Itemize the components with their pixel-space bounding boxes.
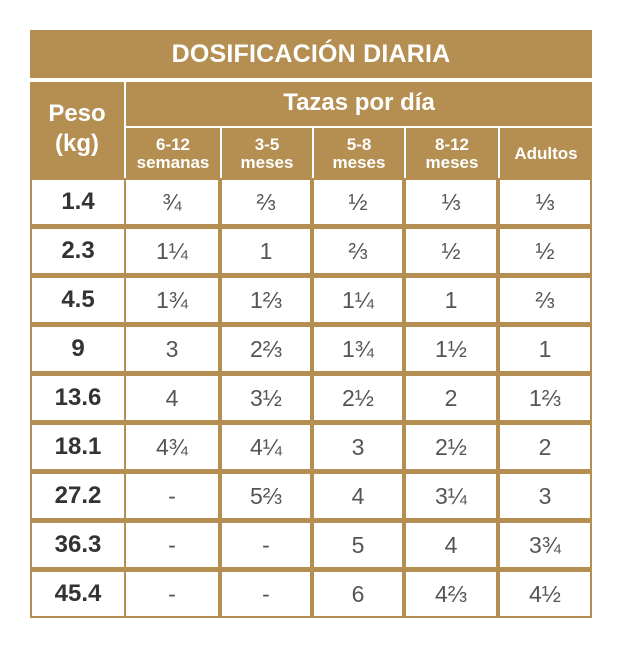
dose-cell: 4 <box>314 474 402 518</box>
peso-cell: 27.2 <box>32 474 124 518</box>
dose-cell: 2⅔ <box>222 327 310 371</box>
column-header-line2: semanas <box>136 153 210 172</box>
dose-cell: 4 <box>406 523 496 567</box>
peso-cell: 36.3 <box>32 523 124 567</box>
column-header: 3-5 meses <box>222 130 312 178</box>
peso-cell: 45.4 <box>32 572 124 616</box>
dose-cell: ⅔ <box>314 229 402 273</box>
dosage-table: DOSIFICACIÓN DIARIA Peso (kg) Tazas por … <box>30 30 592 618</box>
column-header-line2: meses <box>240 153 294 172</box>
dose-cell: - <box>222 523 310 567</box>
title-divider <box>30 78 592 82</box>
table-title: DOSIFICACIÓN DIARIA <box>171 40 451 68</box>
tazas-header: Tazas por día <box>283 89 435 116</box>
dose-cell: 1 <box>406 278 496 322</box>
column-header-line2: meses <box>332 153 386 172</box>
peso-header-line2: (kg) <box>55 130 99 157</box>
column-divider <box>404 126 406 178</box>
table-row: 9 3 2⅔ 1¾ 1½ 1 <box>30 325 592 373</box>
table-row: 4.5 1¾ 1⅔ 1¼ 1 ⅔ <box>30 276 592 324</box>
dose-cell: ⅔ <box>222 180 310 224</box>
dose-cell: 3½ <box>222 376 310 420</box>
dose-cell: ½ <box>500 229 590 273</box>
dose-cell: 4½ <box>500 572 590 616</box>
dose-cell: 1⅔ <box>500 376 590 420</box>
column-header-line1: 6-12 <box>155 135 191 154</box>
dose-cell: 2½ <box>406 425 496 469</box>
peso-cell: 18.1 <box>32 425 124 469</box>
peso-cell: 2.3 <box>32 229 124 273</box>
dose-cell: 1 <box>222 229 310 273</box>
peso-header-line1: Peso <box>48 100 106 127</box>
table-row: 1.4 ¾ ⅔ ½ ⅓ ⅓ <box>30 178 592 226</box>
column-header-line2: meses <box>425 153 479 172</box>
dose-cell: ⅓ <box>500 180 590 224</box>
table-row: 13.6 4 3½ 2½ 2 1⅔ <box>30 374 592 422</box>
peso-cell: 1.4 <box>32 180 124 224</box>
table-row: 27.2-5⅔ 4 3¼ 3 <box>30 472 592 520</box>
column-header: Adultos <box>500 130 592 178</box>
dose-cell: 2 <box>500 425 590 469</box>
dose-cell: ⅓ <box>406 180 496 224</box>
dose-cell: 3 <box>500 474 590 518</box>
dose-cell: 3 <box>314 425 402 469</box>
table-row: 2.3 1¼ 1 ⅔ ½ ½ <box>30 227 592 275</box>
dose-cell: 1¼ <box>126 229 218 273</box>
dose-cell: 1⅔ <box>222 278 310 322</box>
column-header: 6-12 semanas <box>126 130 220 178</box>
dose-cell: 1¼ <box>314 278 402 322</box>
dose-cell: - <box>126 474 218 518</box>
dose-cell: 1½ <box>406 327 496 371</box>
dose-cell: ¾ <box>126 180 218 224</box>
column-header-line1: 8-12 <box>434 135 470 154</box>
column-divider <box>312 126 314 178</box>
column-header-line1: 3-5 <box>254 135 280 154</box>
dose-cell: ½ <box>406 229 496 273</box>
peso-cell: 4.5 <box>32 278 124 322</box>
tazas-divider <box>126 126 592 128</box>
dose-cell: 4¾ <box>126 425 218 469</box>
dose-cell: 3¾ <box>500 523 590 567</box>
dose-cell: ½ <box>314 180 402 224</box>
dose-cell: 2½ <box>314 376 402 420</box>
column-header-line1: 5-8 <box>346 135 372 154</box>
dose-cell: 4 <box>126 376 218 420</box>
dose-cell: - <box>222 572 310 616</box>
dose-cell: 2 <box>406 376 496 420</box>
peso-cell: 9 <box>32 327 124 371</box>
dose-cell: 3 <box>126 327 218 371</box>
dose-cell: - <box>126 572 218 616</box>
dose-cell: 4⅔ <box>406 572 496 616</box>
dose-cell: 5⅔ <box>222 474 310 518</box>
dose-cell: 1¾ <box>126 278 218 322</box>
table-row: 18.1 4¾ 4¼ 3 2½ 2 <box>30 423 592 471</box>
column-header: 5-8 meses <box>314 130 404 178</box>
peso-header: Peso (kg) <box>30 82 124 176</box>
column-divider <box>498 126 500 178</box>
dose-cell: - <box>126 523 218 567</box>
peso-divider <box>124 82 126 178</box>
dose-cell: 6 <box>314 572 402 616</box>
column-header-line1: Adultos <box>514 144 578 163</box>
dose-cell: 4¼ <box>222 425 310 469</box>
peso-cell: 13.6 <box>32 376 124 420</box>
table-row: 45.4- -6 4⅔ 4½ <box>30 570 592 618</box>
dose-cell: 1¾ <box>314 327 402 371</box>
table-row: 36.3- -5 4 3¾ <box>30 521 592 569</box>
column-header: 8-12 meses <box>406 130 498 178</box>
dose-cell: 1 <box>500 327 590 371</box>
dose-cell: 5 <box>314 523 402 567</box>
column-divider <box>220 126 222 178</box>
dose-cell: 3¼ <box>406 474 496 518</box>
dose-cell: ⅔ <box>500 278 590 322</box>
